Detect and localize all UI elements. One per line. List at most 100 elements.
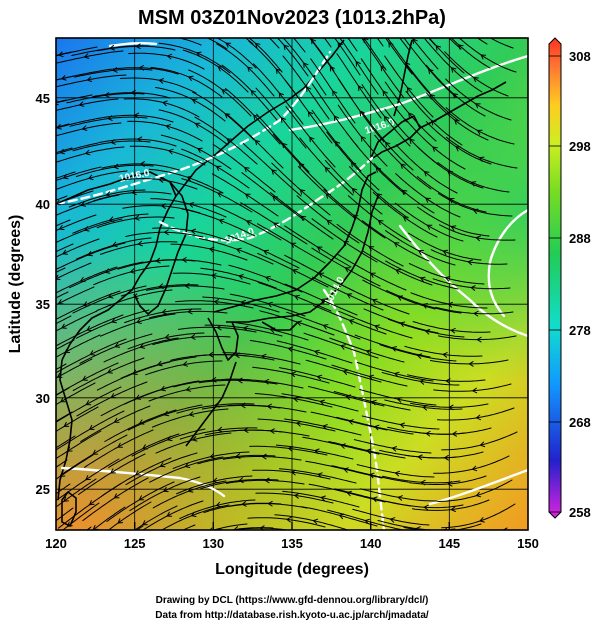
- streamline-arrowhead: [188, 411, 195, 417]
- streamline-arrowhead: [188, 202, 195, 208]
- streamline-arrowhead: [445, 378, 451, 384]
- colorbar-tick-label: 308: [569, 49, 591, 64]
- streamline-arrowhead: [423, 170, 430, 177]
- streamline-arrowhead: [476, 336, 482, 343]
- streamline-arrowhead: [401, 189, 408, 196]
- streamline-arrowhead: [318, 272, 325, 278]
- streamline-arrowhead: [86, 325, 92, 331]
- x-tick-label: 135: [281, 536, 303, 551]
- streamline-arrowhead: [162, 100, 168, 107]
- streamline-arrowhead: [267, 500, 273, 507]
- streamline-arrowhead: [450, 327, 456, 334]
- isobar-north: [56, 50, 332, 206]
- streamline-arrowhead: [313, 448, 320, 455]
- streamline-arrowhead: [306, 86, 312, 93]
- streamline-arrowhead: [211, 273, 217, 279]
- streamline: [56, 435, 76, 449]
- streamline-arrowhead: [471, 539, 475, 544]
- streamline-arrowhead: [215, 165, 222, 171]
- streamline: [211, 523, 248, 530]
- streamline-arrowhead: [138, 419, 145, 425]
- y-axis-label: Latitude (degrees): [7, 215, 24, 354]
- streamline-arrowhead: [86, 76, 93, 82]
- streamline-arrowhead: [111, 317, 117, 324]
- streamline-arrowhead: [424, 329, 431, 335]
- streamline-arrowhead: [164, 334, 171, 340]
- streamline: [56, 147, 73, 154]
- streamline-arrowhead: [38, 502, 43, 506]
- streamline-arrowhead: [60, 75, 67, 81]
- streamline-arrowhead: [131, 189, 137, 196]
- streamline-arrowhead: [451, 431, 457, 437]
- streamline-arrowhead: [88, 424, 95, 430]
- x-tick-label: 125: [124, 536, 146, 551]
- streamline-arrowhead: [369, 272, 376, 278]
- streamline-arrowhead: [187, 308, 193, 315]
- streamline-arrowhead: [391, 346, 397, 352]
- streamline: [489, 38, 514, 49]
- streamline-arrowhead: [235, 247, 242, 254]
- streamline-arrowhead: [285, 516, 292, 523]
- streamline-arrowhead: [293, 493, 300, 499]
- streamline-arrowhead: [370, 399, 377, 406]
- streamline-arrowhead: [59, 471, 66, 477]
- streamline-arrowhead: [391, 446, 398, 452]
- streamline-arrowhead: [350, 161, 357, 168]
- streamline-arrowhead: [130, 89, 136, 96]
- streamline-arrowhead: [475, 235, 481, 242]
- streamline-arrowhead: [476, 129, 483, 135]
- streamline-arrowhead: [261, 453, 267, 460]
- streamline: [56, 507, 74, 522]
- streamline-arrowhead: [322, 424, 328, 430]
- streamline-arrowhead: [225, 42, 232, 48]
- streamline-arrowhead: [408, 112, 414, 119]
- x-axis-label: Longitude (degrees): [215, 561, 369, 578]
- streamline-arrowhead: [473, 77, 479, 83]
- streamline-arrowhead: [404, 61, 411, 68]
- streamline-arrowhead: [358, 85, 364, 92]
- streamline: [86, 526, 92, 530]
- streamline-arrowhead: [425, 197, 431, 203]
- streamline-arrowhead: [295, 421, 302, 427]
- streamline-arrowhead: [36, 330, 41, 334]
- streamline-arrowhead: [217, 192, 223, 198]
- streamline-arrowhead: [161, 308, 167, 315]
- streamline-arrowhead: [417, 250, 424, 256]
- streamline-arrowhead: [395, 269, 402, 275]
- streamline-arrowhead: [59, 397, 66, 403]
- streamline: [56, 315, 72, 325]
- streamline-arrowhead: [194, 122, 201, 128]
- streamline-arrowhead: [324, 166, 331, 173]
- streamline-arrowhead: [191, 436, 198, 442]
- streamline-arrowhead: [394, 470, 400, 477]
- streamline-arrowhead: [113, 417, 120, 423]
- streamline-arrowhead: [479, 517, 485, 523]
- streamline-arrowhead: [184, 538, 189, 542]
- streamline-arrowhead: [368, 374, 375, 381]
- streamline-arrowhead: [110, 393, 117, 399]
- streamline-arrowhead: [473, 310, 479, 317]
- wind-streamlines: [28, 38, 518, 555]
- streamline-arrowhead: [88, 500, 95, 506]
- streamline-arrowhead: [105, 191, 112, 197]
- streamline-arrowhead: [86, 551, 90, 555]
- streamline: [399, 38, 410, 51]
- x-axis: [133, 522, 450, 530]
- streamline-arrowhead: [447, 302, 453, 308]
- streamline-arrowhead: [471, 465, 478, 472]
- streamline-arrowhead: [303, 62, 309, 68]
- streamline-arrowhead: [316, 374, 323, 381]
- streamline-arrowhead: [322, 324, 329, 330]
- streamline: [56, 171, 76, 179]
- streamline-arrowhead: [343, 467, 349, 473]
- streamline-arrowhead: [399, 321, 406, 327]
- streamline-arrowhead: [419, 276, 426, 283]
- x-tick-label: 130: [202, 536, 224, 551]
- streamline-arrowhead: [61, 323, 67, 329]
- streamline-arrowhead: [133, 112, 140, 119]
- streamline-arrowhead: [38, 181, 42, 185]
- streamline-arrowhead: [28, 106, 32, 111]
- streamline-arrowhead: [166, 435, 173, 442]
- streamline: [56, 94, 93, 104]
- streamline-arrowhead: [217, 66, 224, 72]
